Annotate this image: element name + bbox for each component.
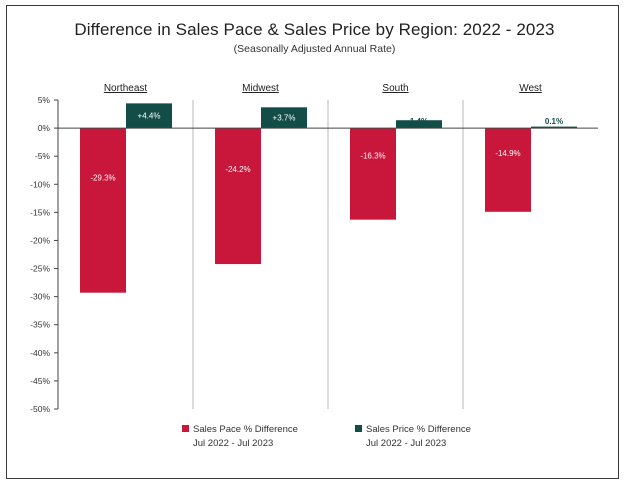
y-tick-label: -25% bbox=[30, 264, 50, 274]
bar-label-sales-pace: -14.9% bbox=[495, 149, 520, 158]
legend-swatch-pace bbox=[182, 425, 189, 432]
bar-sales-price bbox=[126, 103, 172, 129]
y-tick-label: -50% bbox=[30, 404, 50, 414]
bar-label-sales-price: +4.4% bbox=[138, 112, 161, 121]
legend-period-pace: Jul 2022 - Jul 2023 bbox=[193, 438, 274, 449]
bar-sales-price bbox=[396, 120, 442, 129]
legend-swatch-price bbox=[355, 425, 362, 432]
legend-label-price: Sales Price % Difference bbox=[366, 424, 471, 435]
y-tick-label: -15% bbox=[30, 207, 50, 217]
y-tick-label: -45% bbox=[30, 376, 50, 386]
y-tick-label: -40% bbox=[30, 348, 50, 358]
legend-item-price: Sales Price % Difference Jul 2022 - Jul … bbox=[355, 423, 471, 451]
legend-period-price: Jul 2022 - Jul 2023 bbox=[366, 438, 447, 449]
bar-label-sales-price: 0.1% bbox=[545, 117, 563, 126]
y-tick-label: -35% bbox=[30, 320, 50, 330]
y-tick-label: -30% bbox=[30, 292, 50, 302]
legend-item-pace: Sales Pace % Difference Jul 2022 - Jul 2… bbox=[182, 423, 298, 451]
category-label: West bbox=[519, 83, 542, 94]
bar-label-sales-price: +3.7% bbox=[273, 114, 296, 123]
category-label: Northeast bbox=[104, 83, 148, 94]
bar-sales-price bbox=[261, 107, 307, 129]
bar-sales-pace bbox=[215, 128, 261, 265]
chart-subtitle: (Seasonally Adjusted Annual Rate) bbox=[233, 43, 396, 55]
bar-sales-price bbox=[531, 126, 577, 129]
y-tick-label: 5% bbox=[38, 95, 51, 105]
bar-sales-pace bbox=[80, 128, 126, 293]
category-label: South bbox=[382, 83, 408, 94]
bar-label-sales-pace: -29.3% bbox=[90, 173, 115, 182]
bar-label-sales-price: 1.4% bbox=[410, 117, 428, 126]
category-label: Midwest bbox=[242, 83, 279, 94]
chart-title: Difference in Sales Pace & Sales Price b… bbox=[74, 20, 555, 39]
y-tick-label: -5% bbox=[35, 151, 51, 161]
bar-label-sales-pace: -16.3% bbox=[360, 152, 385, 161]
y-tick-label: -10% bbox=[30, 179, 50, 189]
y-tick-label: 0% bbox=[38, 123, 51, 133]
bar-label-sales-pace: -24.2% bbox=[225, 165, 250, 174]
bar-sales-pace bbox=[485, 128, 531, 212]
y-tick-label: -20% bbox=[30, 235, 50, 245]
bar-sales-pace bbox=[350, 128, 396, 220]
legend-label-pace: Sales Pace % Difference bbox=[193, 424, 298, 435]
